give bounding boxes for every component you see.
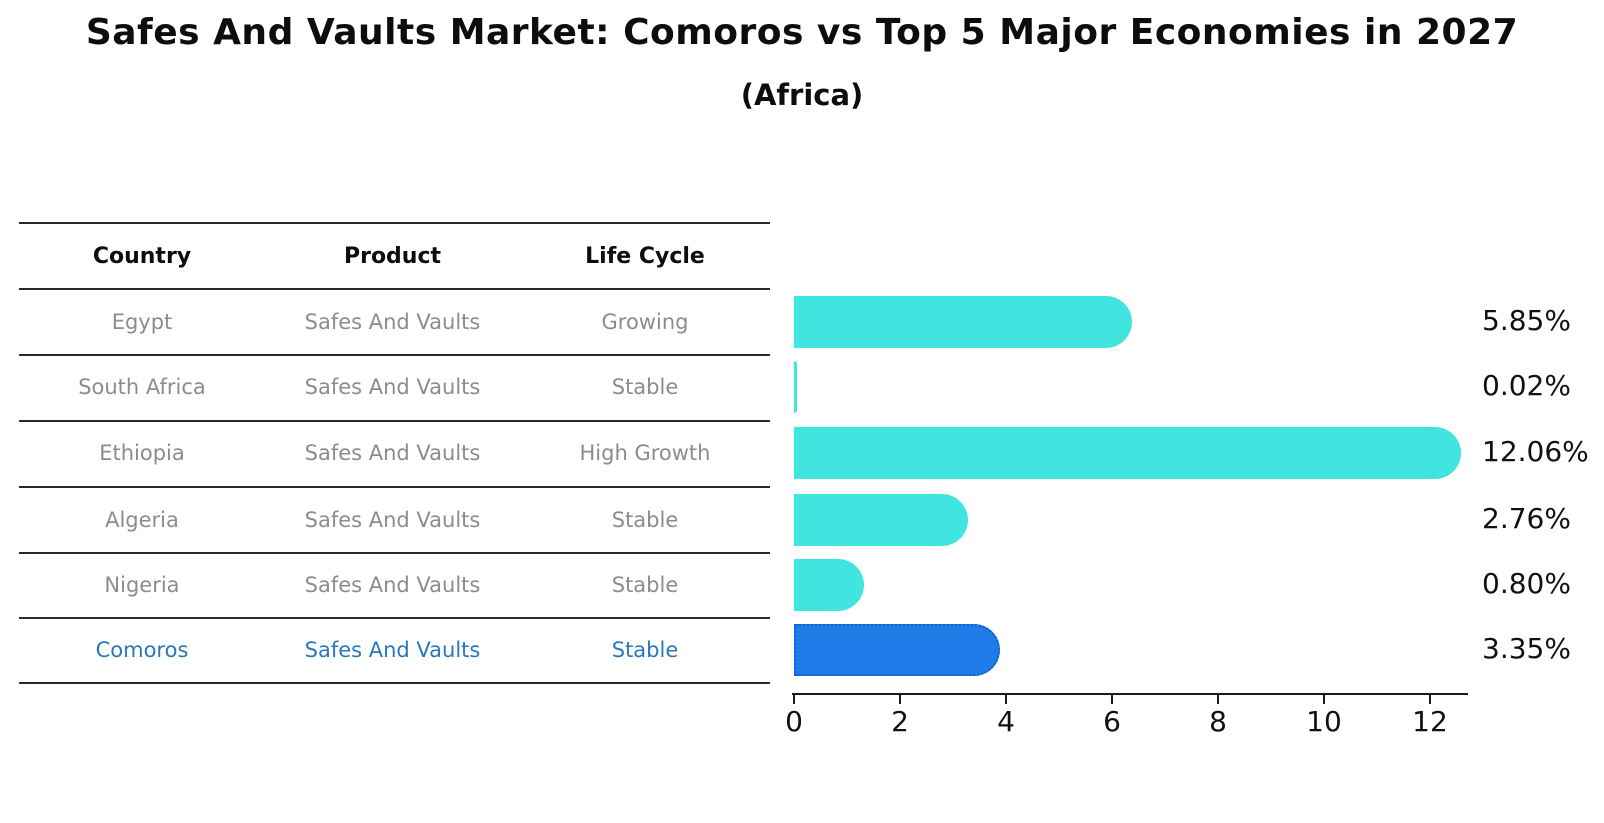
x-tick-label: 4 bbox=[997, 705, 1015, 738]
table-row: Nigeria Safes And Vaults Stable bbox=[19, 553, 770, 617]
table-line bbox=[19, 288, 770, 290]
value-label: 5.85% bbox=[1482, 304, 1571, 337]
table-header-product: Product bbox=[343, 243, 442, 269]
cell-product: Safes And Vaults bbox=[304, 375, 481, 399]
cell-life-cycle: Stable bbox=[611, 638, 679, 662]
bar-south-africa bbox=[794, 361, 797, 413]
table-line bbox=[19, 552, 770, 554]
value-label: 2.76% bbox=[1482, 502, 1571, 535]
cell-country: Egypt bbox=[111, 310, 173, 334]
cell-country: Comoros bbox=[95, 638, 189, 662]
table-row: South Africa Safes And Vaults Stable bbox=[19, 355, 770, 419]
x-tick-label: 0 bbox=[785, 705, 803, 738]
value-label: 3.35% bbox=[1482, 632, 1571, 665]
cell-country: Ethiopia bbox=[99, 441, 185, 465]
cell-product: Safes And Vaults bbox=[304, 508, 481, 532]
table-line bbox=[19, 617, 770, 619]
cell-product: Safes And Vaults bbox=[304, 310, 481, 334]
cell-product: Safes And Vaults bbox=[304, 573, 481, 597]
table-header-life-cycle: Life Cycle bbox=[585, 243, 705, 269]
table-row: Ethiopia Safes And Vaults High Growth bbox=[19, 421, 770, 485]
cell-life-cycle: Stable bbox=[611, 508, 679, 532]
bar-comoros-highlighted bbox=[794, 624, 1000, 676]
table-line bbox=[19, 486, 770, 488]
table-row-highlighted: Comoros Safes And Vaults Stable bbox=[19, 618, 770, 682]
bar-algeria bbox=[794, 494, 968, 546]
cell-life-cycle: Stable bbox=[611, 573, 679, 597]
x-tick-label: 8 bbox=[1209, 705, 1227, 738]
x-tick-mark bbox=[793, 695, 795, 704]
x-tick-label: 2 bbox=[891, 705, 909, 738]
value-label: 0.02% bbox=[1482, 369, 1571, 402]
chart-subtitle: (Africa) bbox=[740, 78, 864, 112]
x-tick-mark bbox=[1429, 695, 1431, 704]
table-line bbox=[19, 420, 770, 422]
table-line bbox=[19, 682, 770, 684]
cell-life-cycle: Stable bbox=[611, 375, 679, 399]
cell-country: Algeria bbox=[105, 508, 179, 532]
table-row: Algeria Safes And Vaults Stable bbox=[19, 488, 770, 552]
cell-product: Safes And Vaults bbox=[304, 638, 481, 662]
cell-country: Nigeria bbox=[104, 573, 180, 597]
x-tick-mark bbox=[1111, 695, 1113, 704]
table-header-row: Country Product Life Cycle bbox=[19, 224, 770, 288]
value-label: 12.06% bbox=[1482, 435, 1589, 468]
table-row: Egypt Safes And Vaults Growing bbox=[19, 290, 770, 354]
x-tick-mark bbox=[1323, 695, 1325, 704]
x-tick-label: 10 bbox=[1306, 705, 1342, 738]
table-line bbox=[19, 222, 770, 224]
chart-title: Safes And Vaults Market: Comoros vs Top … bbox=[85, 12, 1519, 53]
x-axis-line bbox=[792, 693, 1468, 695]
bar-nigeria bbox=[794, 559, 864, 611]
table-header-country: Country bbox=[92, 243, 192, 269]
cell-life-cycle: High Growth bbox=[579, 441, 711, 465]
value-label: 0.80% bbox=[1482, 567, 1571, 600]
bar-ethiopia bbox=[794, 427, 1461, 479]
x-tick-mark bbox=[1005, 695, 1007, 704]
table-line bbox=[19, 354, 770, 356]
bar-egypt bbox=[794, 296, 1132, 348]
x-tick-label: 12 bbox=[1412, 705, 1448, 738]
x-tick-mark bbox=[1217, 695, 1219, 704]
x-tick-mark bbox=[899, 695, 901, 704]
cell-country: South Africa bbox=[78, 375, 206, 399]
cell-product: Safes And Vaults bbox=[304, 441, 481, 465]
cell-life-cycle: Growing bbox=[601, 310, 689, 334]
x-tick-label: 6 bbox=[1103, 705, 1121, 738]
